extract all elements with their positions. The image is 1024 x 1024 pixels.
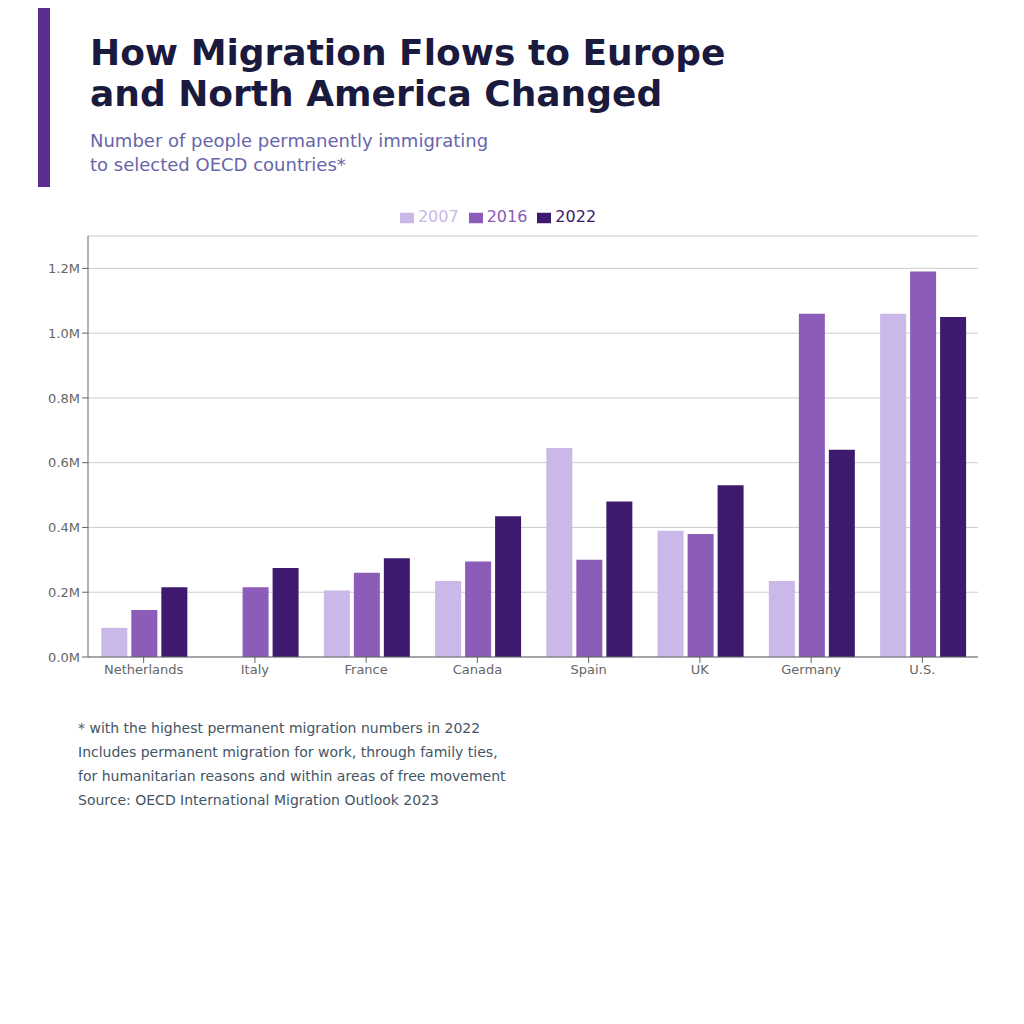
html-text:2016: 2016	[486, 207, 528, 227]
svg-text:0.8M: 0.8M	[48, 391, 80, 406]
svg-text:UK: UK	[691, 663, 710, 678]
svg-text:France: France	[345, 663, 388, 678]
svg-text:Germany: Germany	[781, 663, 841, 678]
html-text:* with the highest permanent m: * with the highest permanent migration n…	[78, 720, 481, 737]
html-text:for humanitarian reasons and w: for humanitarian reasons and within area…	[78, 768, 506, 784]
html-text:2022: 2022	[555, 207, 597, 227]
svg-text:Spain: Spain	[570, 663, 606, 678]
svg-text:0.4M: 0.4M	[48, 520, 80, 535]
svg-text:Italy: Italy	[241, 663, 270, 678]
svg-text:U.S.: U.S.	[909, 663, 935, 678]
html-text:Source: OECD International Mig: Source: OECD International Migration Out…	[78, 791, 439, 808]
svg-text:Canada: Canada	[453, 663, 502, 678]
html-text:Number of people permanently i: Number of people permanently immigrating…	[90, 129, 489, 176]
html-text:Includes permanent migration f: Includes permanent migration for work, t…	[78, 744, 498, 761]
svg-text:0.2M: 0.2M	[48, 585, 80, 600]
svg-text:0.6M: 0.6M	[48, 456, 80, 471]
svg-text:Netherlands: Netherlands	[104, 663, 183, 678]
html-text:How Migration Flows to Europe: How Migration Flows to Europe and North …	[90, 32, 726, 115]
svg-text:1.0M: 1.0M	[48, 326, 80, 341]
html-text:2007: 2007	[417, 207, 459, 227]
svg-text:0.0M: 0.0M	[48, 650, 80, 665]
svg-text:1.2M: 1.2M	[48, 261, 80, 276]
